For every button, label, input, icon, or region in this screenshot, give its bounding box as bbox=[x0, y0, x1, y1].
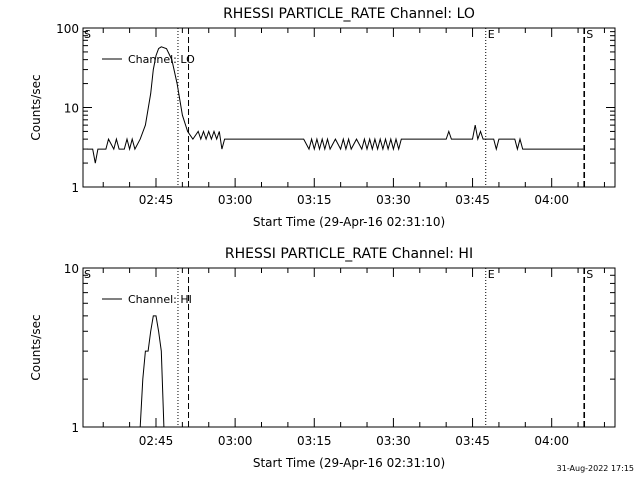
panel-1-x-tick-label: 04:00 bbox=[534, 193, 569, 207]
panel-1-x-tick-label: 03:15 bbox=[297, 193, 332, 207]
panel-1-marker-label: S bbox=[84, 28, 91, 41]
panel-1-x-tick-label: 03:00 bbox=[218, 193, 253, 207]
panel-1-y-tick-label: 10 bbox=[64, 102, 79, 116]
panel-2-marker-label: S bbox=[586, 268, 593, 281]
panel-2-x-tick-label: 03:00 bbox=[218, 434, 253, 448]
panel-2-marker-label: E bbox=[488, 268, 495, 281]
panel-2-x-tick-label: 04:00 bbox=[534, 434, 569, 448]
panel-2-x-tick-label: 02:45 bbox=[139, 434, 174, 448]
panel-2-x-tick-label: 03:15 bbox=[297, 434, 332, 448]
panel-2-x-tick-label: 03:30 bbox=[376, 434, 411, 448]
panel-1-y-axis-label: Counts/sec bbox=[29, 74, 43, 140]
panel-2-y-axis-label: Counts/sec bbox=[29, 314, 43, 380]
panel-2-title: RHESSI PARTICLE_RATE Channel: HI bbox=[225, 246, 473, 262]
panel-1-plot-frame bbox=[82, 27, 616, 188]
panel-1-x-tick-label: 03:45 bbox=[455, 193, 490, 207]
panel-1-legend-label: Channel: LO bbox=[128, 53, 195, 66]
panel-1-marker-label: S bbox=[586, 28, 593, 41]
panel-1-x-tick-label: 03:30 bbox=[376, 193, 411, 207]
panel-2-x-axis-label: Start Time (29-Apr-16 02:31:10) bbox=[253, 456, 445, 470]
panel-1-x-tick-label: 02:45 bbox=[139, 193, 174, 207]
panel-1-series-line bbox=[87, 46, 584, 164]
panel-2-marker-label: S bbox=[84, 268, 91, 281]
panel-1-y-tick-label: 1 bbox=[71, 181, 79, 195]
panel-1-marker-label: E bbox=[488, 28, 495, 41]
panel-2-x-tick-label: 03:45 bbox=[455, 434, 490, 448]
date-stamp: 31-Aug-2022 17:15 bbox=[556, 464, 634, 473]
panel-1-title: RHESSI PARTICLE_RATE Channel: LO bbox=[223, 6, 475, 22]
panel-2-legend-label: Channel: HI bbox=[128, 293, 192, 306]
panel-2-y-tick-label: 1 bbox=[71, 421, 79, 435]
panel-1-y-tick-label: 100 bbox=[56, 22, 79, 36]
panel-1-x-axis-label: Start Time (29-Apr-16 02:31:10) bbox=[253, 215, 445, 229]
panel-2-y-tick-label: 10 bbox=[64, 262, 79, 276]
panel-2-series-line bbox=[137, 315, 167, 428]
